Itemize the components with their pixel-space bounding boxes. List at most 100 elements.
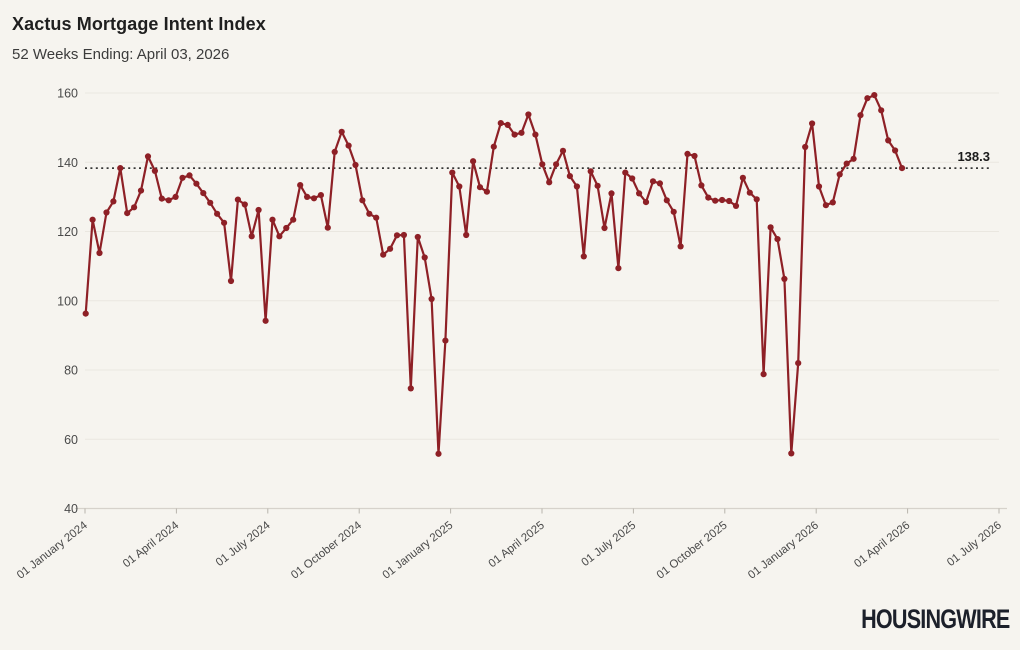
data-point <box>656 180 664 187</box>
data-point <box>165 197 172 204</box>
data-point <box>546 179 553 186</box>
data-point <box>221 219 228 226</box>
data-point <box>719 196 726 204</box>
data-point <box>96 249 103 257</box>
x-tick-label: 01 July 2024 <box>214 519 273 569</box>
data-point <box>594 182 601 189</box>
data-point <box>331 148 338 155</box>
data-point <box>414 233 421 241</box>
x-tick-label: 01 October 2024 <box>289 519 364 582</box>
data-point <box>449 169 456 176</box>
data-point <box>324 224 331 231</box>
data-point <box>262 317 269 324</box>
data-point <box>712 197 719 204</box>
data-point <box>898 165 906 172</box>
data-point <box>601 224 608 232</box>
gridlines <box>85 92 999 440</box>
data-point <box>843 160 850 167</box>
data-point <box>483 188 490 195</box>
data-point <box>131 204 138 211</box>
x-tick-label: 01 July 2026 <box>945 519 1004 569</box>
data-point <box>677 243 684 250</box>
data-point <box>705 194 712 201</box>
y-tick-label: 100 <box>57 294 78 308</box>
data-point <box>144 153 152 160</box>
data-point <box>566 173 574 180</box>
data-point <box>525 111 532 118</box>
data-point <box>117 165 124 172</box>
data-point <box>532 131 539 138</box>
data-point <box>892 147 899 154</box>
data-point <box>456 183 463 190</box>
data-point <box>255 206 262 214</box>
data-point <box>290 216 297 223</box>
data-point <box>739 174 747 181</box>
y-tick-label: 120 <box>57 225 78 239</box>
x-tick-label: 01 April 2026 <box>852 519 912 570</box>
y-tick-label: 80 <box>64 364 78 378</box>
y-tick-label: 140 <box>57 156 78 170</box>
data-point <box>89 216 96 223</box>
data-point <box>400 231 407 239</box>
data-point <box>573 183 581 190</box>
data-point <box>642 199 650 206</box>
data-point <box>795 360 802 367</box>
series-markers <box>82 92 906 457</box>
data-point <box>172 193 179 200</box>
data-point <box>214 210 221 217</box>
data-point <box>241 201 248 208</box>
data-point <box>227 277 235 285</box>
x-axis <box>75 507 1007 514</box>
data-point <box>836 171 843 178</box>
data-point <box>158 195 165 202</box>
data-point <box>366 210 373 217</box>
x-axis-labels: 01 January 2024 01 April 2024 01 July 2024… <box>15 519 1004 582</box>
data-point <box>200 190 207 197</box>
data-point <box>553 161 560 168</box>
data-point <box>352 161 359 169</box>
data-point <box>276 233 283 240</box>
data-point <box>124 210 131 217</box>
data-point <box>304 193 311 200</box>
data-point <box>497 120 504 127</box>
data-point <box>829 199 836 206</box>
y-tick-label: 40 <box>64 502 78 516</box>
data-point <box>193 180 200 187</box>
y-axis-labels: 40 60 80 100 120 140 160 <box>57 87 78 517</box>
x-tick-label: 01 April 2024 <box>121 519 182 570</box>
data-point <box>297 182 304 189</box>
data-point <box>442 337 449 344</box>
data-point <box>850 155 857 162</box>
data-point <box>809 120 816 127</box>
data-point <box>629 175 636 182</box>
data-point <box>684 150 691 157</box>
data-point <box>310 195 318 202</box>
data-point <box>753 196 760 203</box>
data-point <box>636 190 643 197</box>
x-tick-label: 01 April 2025 <box>487 519 547 570</box>
data-point <box>373 214 380 221</box>
data-point <box>781 275 788 282</box>
reference-label: 138.3 <box>957 149 990 164</box>
data-point <box>110 198 117 205</box>
data-point <box>338 128 345 135</box>
data-point <box>649 178 657 185</box>
data-point <box>622 169 629 176</box>
data-point <box>746 189 753 196</box>
data-point <box>815 183 823 190</box>
data-point <box>248 233 255 240</box>
data-point <box>380 251 387 258</box>
data-point <box>864 95 871 102</box>
data-point <box>691 152 698 160</box>
data-point <box>698 182 705 189</box>
data-point <box>283 224 290 232</box>
data-point <box>767 224 774 231</box>
data-point <box>345 142 352 149</box>
data-point <box>822 202 830 209</box>
data-point <box>857 112 864 119</box>
data-point <box>788 450 795 457</box>
data-point <box>151 167 158 174</box>
data-point <box>435 450 442 457</box>
